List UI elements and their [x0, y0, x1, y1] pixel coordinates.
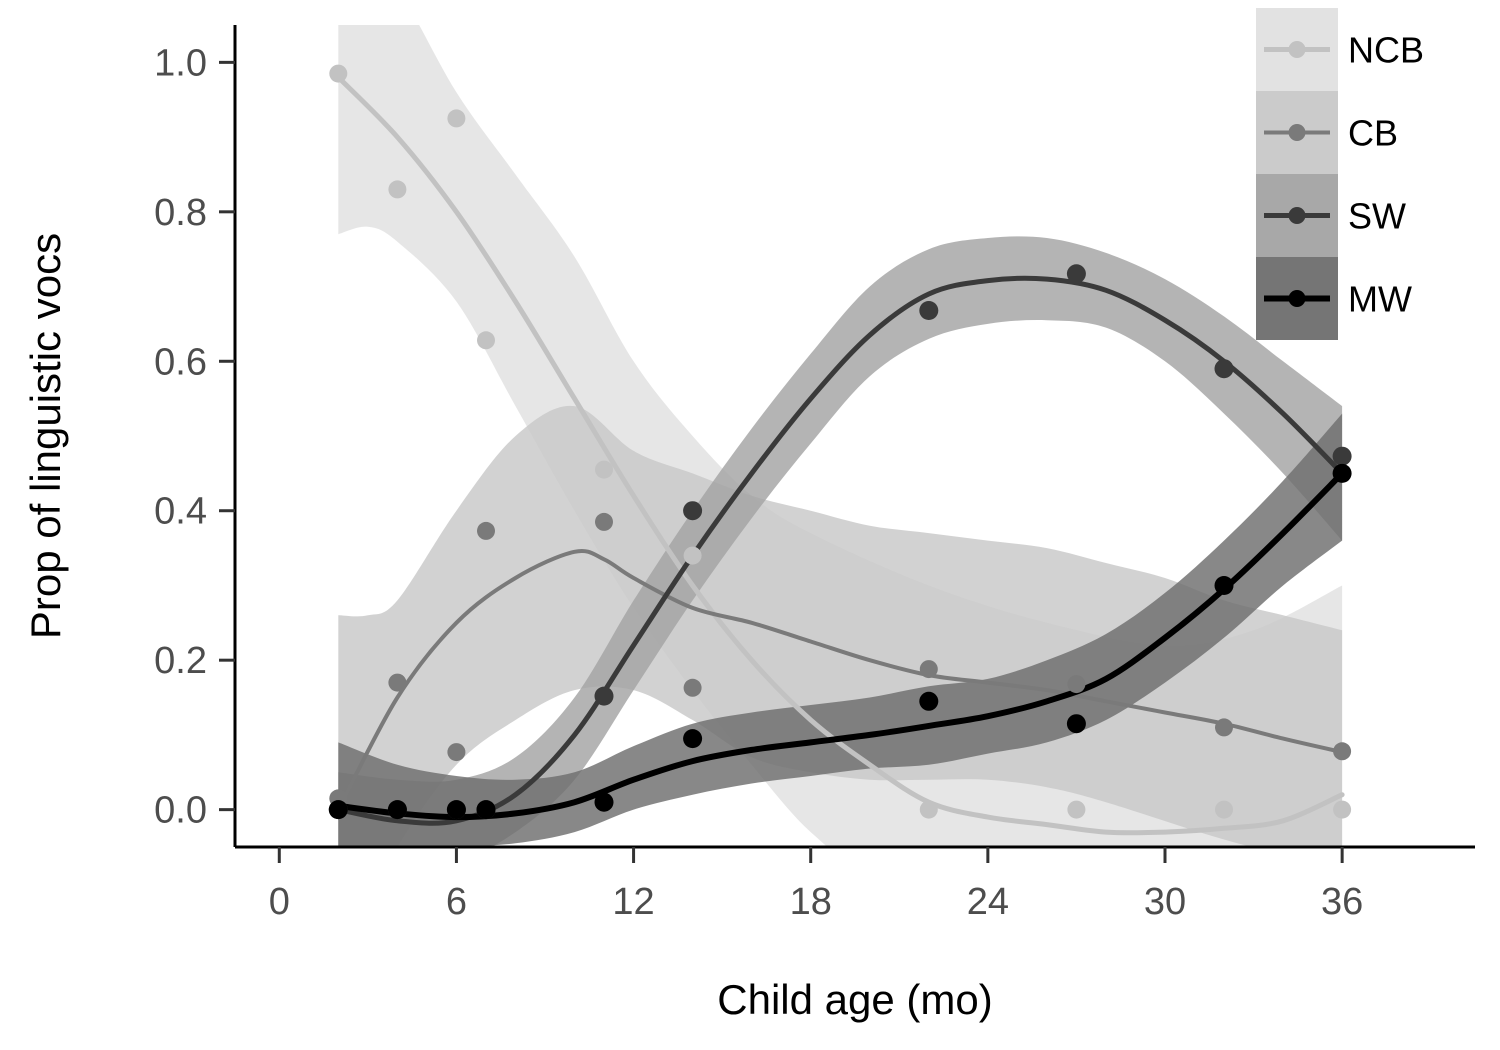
sw-point [919, 301, 939, 320]
mw-confidence-band [338, 413, 1343, 847]
sw-point [594, 686, 614, 706]
cb-point [477, 521, 495, 540]
mw-point [1066, 714, 1086, 734]
sw-point [1066, 264, 1086, 284]
ncb-point [388, 180, 407, 199]
ncb-point [683, 546, 702, 565]
legend-label-cb: CB [1348, 113, 1398, 154]
mw-point [594, 792, 614, 812]
legend: NCB CB SW MW [1256, 8, 1424, 340]
mw-fit-line [335, 470, 1346, 821]
cb-point [447, 743, 466, 762]
cb-point [595, 512, 613, 531]
ncb-point [919, 800, 938, 819]
sw-point [1214, 359, 1234, 379]
legend-point-cb [1288, 124, 1306, 141]
sw-point [1332, 446, 1352, 466]
x-tick-label: 24 [967, 881, 1009, 923]
legend-label-sw: SW [1348, 196, 1406, 237]
y-tick-label: 0.2 [154, 640, 207, 682]
mw-point [476, 800, 496, 820]
mw-point [1214, 576, 1234, 595]
mw-point [387, 800, 407, 820]
sw-fit-line [335, 275, 1345, 826]
ncb-fit-line [335, 74, 1345, 836]
x-tick-label: 12 [612, 881, 654, 923]
cb-point [1215, 718, 1233, 737]
cb-point [683, 678, 702, 697]
cb-point [919, 660, 938, 679]
cb-point [1333, 742, 1352, 761]
fit-lines [335, 74, 1346, 836]
sw-confidence-band [338, 236, 1343, 847]
axes: 0 6 12 18 24 30 36 0.0 0.2 0.4 0.6 0.8 1.0 [154, 25, 1475, 923]
legend-point-ncb [1288, 41, 1306, 58]
x-tick-label: 18 [790, 881, 832, 923]
x-axis-title: Child age (mo) [717, 976, 992, 1023]
data-points [328, 64, 1352, 820]
ncb-point [1333, 800, 1352, 819]
cb-confidence-band [338, 405, 1343, 847]
y-tick-label: 1.0 [154, 42, 207, 84]
ncb-point [1215, 800, 1233, 819]
ncb-point [329, 64, 348, 83]
legend-label-ncb: NCB [1348, 30, 1424, 71]
legend-point-sw [1288, 207, 1306, 224]
sw-point [683, 501, 703, 521]
x-tick-label: 0 [269, 881, 290, 923]
x-tick-label: 36 [1321, 881, 1363, 923]
confidence-bands [338, 25, 1343, 847]
mw-point [919, 691, 939, 711]
cb-fit-line [336, 549, 1345, 812]
cb-point [388, 673, 407, 692]
legend-label-mw: MW [1348, 279, 1412, 320]
y-tick-label: 0.0 [154, 790, 207, 832]
mw-point [328, 800, 348, 820]
cb-point [1067, 675, 1086, 694]
mw-point [683, 729, 703, 749]
mw-point [1332, 463, 1352, 483]
x-tick-label: 30 [1144, 881, 1186, 923]
ncb-point [1067, 800, 1086, 819]
mw-point [446, 800, 466, 820]
legend-point-mw [1288, 290, 1306, 307]
ncb-point [447, 109, 466, 128]
y-tick-label: 0.4 [154, 491, 207, 533]
y-axis-title: Prop of linguistic vocs [22, 233, 69, 639]
x-tick-label: 6 [446, 881, 467, 923]
y-tick-label: 0.6 [154, 341, 207, 383]
y-tick-label: 0.8 [154, 192, 207, 234]
ncb-point [595, 460, 613, 479]
ncb-point [477, 331, 495, 350]
